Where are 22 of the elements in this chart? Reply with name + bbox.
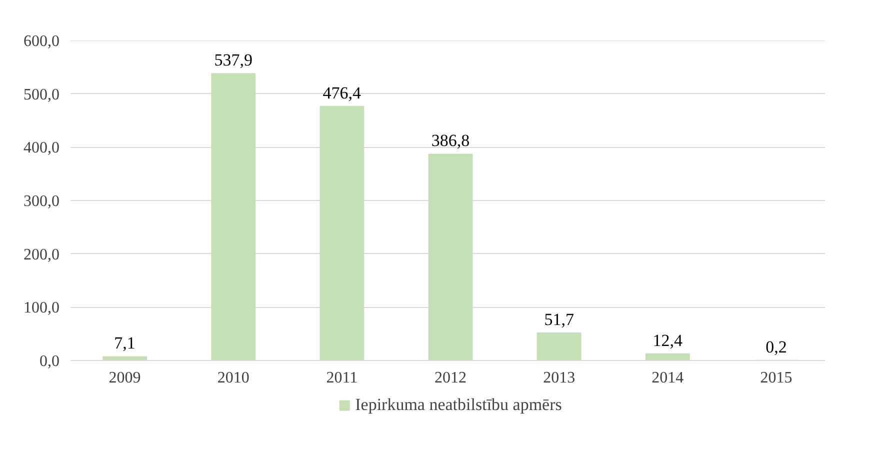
data-label: 51,7 bbox=[544, 310, 574, 329]
x-tick-label: 2013 bbox=[543, 370, 576, 386]
x-tick-label: 2015 bbox=[760, 370, 792, 386]
x-tick-label: 2010 bbox=[217, 370, 250, 386]
x-tick-label: 2014 bbox=[652, 370, 684, 386]
data-label: 0,2 bbox=[766, 337, 787, 356]
y-tick-label: 500,0 bbox=[24, 86, 60, 104]
y-tick-label: 200,0 bbox=[24, 246, 60, 264]
y-tick-label: 400,0 bbox=[24, 140, 60, 157]
legend-label: Iepirkuma neatbilstību apmērs bbox=[355, 395, 562, 415]
y-tick-label: 0,0 bbox=[40, 353, 60, 370]
data-label: 537,9 bbox=[214, 50, 252, 70]
y-tick-label: 100,0 bbox=[24, 300, 60, 317]
data-label: 476,4 bbox=[322, 83, 362, 102]
data-label: 12,4 bbox=[652, 330, 684, 350]
data-label: 7,1 bbox=[114, 334, 136, 353]
data-label: 386,8 bbox=[431, 131, 470, 150]
x-tick-label: 2012 bbox=[434, 370, 466, 386]
y-tick-label: 600,0 bbox=[24, 33, 60, 50]
x-tick-label: 2009 bbox=[108, 370, 141, 386]
x-tick-label: 2011 bbox=[326, 370, 358, 386]
y-tick-label: 300,0 bbox=[24, 193, 60, 210]
